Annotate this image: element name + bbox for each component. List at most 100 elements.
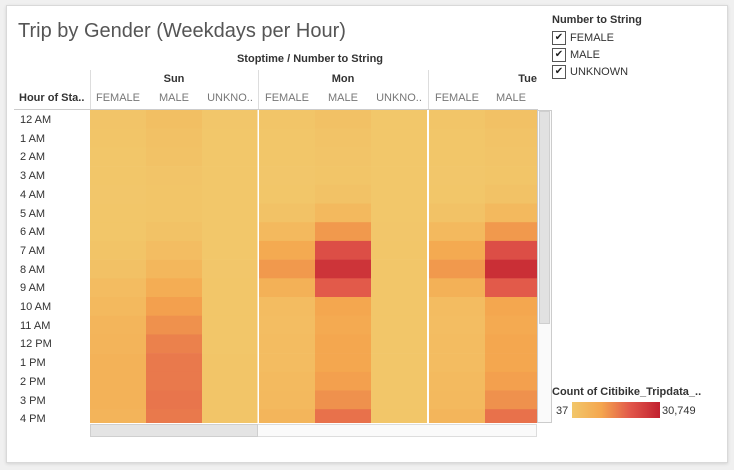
heatmap-cell[interactable] bbox=[202, 203, 258, 223]
heatmap-cell[interactable] bbox=[485, 371, 537, 391]
heatmap-cell[interactable] bbox=[90, 128, 146, 148]
heatmap-cell[interactable] bbox=[371, 147, 427, 167]
heatmap-cell[interactable] bbox=[315, 409, 371, 428]
heatmap-cell[interactable] bbox=[146, 353, 202, 373]
heatmap-cell[interactable] bbox=[146, 184, 202, 204]
heatmap-cell[interactable] bbox=[315, 128, 371, 148]
heatmap-cell[interactable] bbox=[202, 128, 258, 148]
heatmap-cell[interactable] bbox=[315, 371, 371, 391]
heatmap-cell[interactable] bbox=[202, 110, 258, 129]
heatmap-cell[interactable] bbox=[90, 203, 146, 223]
heatmap-cell[interactable] bbox=[146, 222, 202, 242]
heatmap-cell[interactable] bbox=[259, 334, 315, 354]
heatmap-cell[interactable] bbox=[371, 184, 427, 204]
heatmap-cell[interactable] bbox=[371, 240, 427, 260]
heatmap-cell[interactable] bbox=[429, 128, 485, 148]
heatmap-cell[interactable] bbox=[90, 371, 146, 391]
heatmap-cell[interactable] bbox=[259, 240, 315, 260]
checkbox-icon[interactable]: ✔ bbox=[552, 65, 566, 79]
heatmap-cell[interactable] bbox=[315, 240, 371, 260]
heatmap-cell[interactable] bbox=[315, 315, 371, 335]
heatmap-cell[interactable] bbox=[315, 222, 371, 242]
heatmap-cell[interactable] bbox=[485, 390, 537, 410]
heatmap-cell[interactable] bbox=[259, 203, 315, 223]
heatmap-cell[interactable] bbox=[371, 353, 427, 373]
checkbox-icon[interactable]: ✔ bbox=[552, 31, 566, 45]
heatmap-cell[interactable] bbox=[371, 128, 427, 148]
heatmap-cell[interactable] bbox=[485, 297, 537, 316]
heatmap-cell[interactable] bbox=[371, 222, 427, 242]
heatmap-cell[interactable] bbox=[202, 184, 258, 204]
heatmap-cell[interactable] bbox=[429, 222, 485, 242]
heatmap-cell[interactable] bbox=[429, 297, 485, 316]
heatmap-cell[interactable] bbox=[315, 166, 371, 186]
heatmap-cell[interactable] bbox=[146, 128, 202, 148]
heatmap-cell[interactable] bbox=[429, 184, 485, 204]
heatmap-cell[interactable] bbox=[429, 371, 485, 391]
heatmap-cell[interactable] bbox=[429, 409, 485, 428]
heatmap-cell[interactable] bbox=[146, 147, 202, 167]
heatmap-cell[interactable] bbox=[259, 166, 315, 186]
heatmap-cell[interactable] bbox=[202, 353, 258, 373]
heatmap-cell[interactable] bbox=[90, 259, 146, 279]
heatmap-cell[interactable] bbox=[429, 110, 485, 129]
heatmap-cell[interactable] bbox=[315, 259, 371, 279]
heatmap-cell[interactable] bbox=[202, 409, 258, 428]
heatmap-cell[interactable] bbox=[146, 297, 202, 316]
heatmap-cell[interactable] bbox=[259, 278, 315, 298]
heatmap-cell[interactable] bbox=[429, 147, 485, 167]
heatmap-cell[interactable] bbox=[315, 203, 371, 223]
heatmap-cell[interactable] bbox=[485, 147, 537, 167]
vertical-scroll-thumb[interactable] bbox=[539, 111, 550, 324]
heatmap-cell[interactable] bbox=[202, 371, 258, 391]
heatmap-cell[interactable] bbox=[371, 259, 427, 279]
heatmap-cell[interactable] bbox=[371, 166, 427, 186]
heatmap-cell[interactable] bbox=[485, 222, 537, 242]
heatmap-cell[interactable] bbox=[259, 315, 315, 335]
heatmap-cell[interactable] bbox=[485, 353, 537, 373]
heatmap-cell[interactable] bbox=[259, 128, 315, 148]
heatmap-cell[interactable] bbox=[485, 278, 537, 298]
horizontal-scroll-thumb[interactable] bbox=[90, 424, 258, 437]
heatmap-cell[interactable] bbox=[259, 390, 315, 410]
heatmap-cell[interactable] bbox=[485, 240, 537, 260]
heatmap-cell[interactable] bbox=[90, 110, 146, 129]
heatmap-cell[interactable] bbox=[202, 259, 258, 279]
heatmap-cell[interactable] bbox=[146, 371, 202, 391]
heatmap-cell[interactable] bbox=[315, 297, 371, 316]
heatmap-cell[interactable] bbox=[90, 240, 146, 260]
heatmap-cell[interactable] bbox=[146, 409, 202, 428]
heatmap-cell[interactable] bbox=[259, 259, 315, 279]
heatmap-cell[interactable] bbox=[259, 110, 315, 129]
heatmap-cell[interactable] bbox=[90, 278, 146, 298]
heatmap-cell[interactable] bbox=[146, 315, 202, 335]
heatmap-cell[interactable] bbox=[429, 390, 485, 410]
heatmap-cell[interactable] bbox=[429, 315, 485, 335]
heatmap-cell[interactable] bbox=[315, 353, 371, 373]
heatmap-cell[interactable] bbox=[371, 203, 427, 223]
heatmap-cell[interactable] bbox=[259, 353, 315, 373]
heatmap-cell[interactable] bbox=[315, 334, 371, 354]
heatmap-cell[interactable] bbox=[90, 353, 146, 373]
heatmap-cell[interactable] bbox=[146, 203, 202, 223]
heatmap-cell[interactable] bbox=[90, 222, 146, 242]
heatmap-cell[interactable] bbox=[90, 334, 146, 354]
heatmap-cell[interactable] bbox=[485, 315, 537, 335]
heatmap-cell[interactable] bbox=[259, 297, 315, 316]
legend-item-unknown[interactable]: ✔ UNKNOWN bbox=[552, 65, 628, 79]
heatmap-cell[interactable] bbox=[371, 334, 427, 354]
heatmap-cell[interactable] bbox=[146, 334, 202, 354]
heatmap-cell[interactable] bbox=[259, 222, 315, 242]
heatmap-cell[interactable] bbox=[202, 297, 258, 316]
heatmap-cell[interactable] bbox=[202, 147, 258, 167]
heatmap-cell[interactable] bbox=[146, 240, 202, 260]
heatmap-cell[interactable] bbox=[315, 278, 371, 298]
heatmap-cell[interactable] bbox=[429, 166, 485, 186]
heatmap-cell[interactable] bbox=[485, 166, 537, 186]
heatmap-cell[interactable] bbox=[259, 409, 315, 428]
heatmap-cell[interactable] bbox=[429, 278, 485, 298]
heatmap-cell[interactable] bbox=[485, 334, 537, 354]
heatmap-cell[interactable] bbox=[259, 184, 315, 204]
legend-item-female[interactable]: ✔ FEMALE bbox=[552, 31, 614, 45]
heatmap-cell[interactable] bbox=[371, 110, 427, 129]
